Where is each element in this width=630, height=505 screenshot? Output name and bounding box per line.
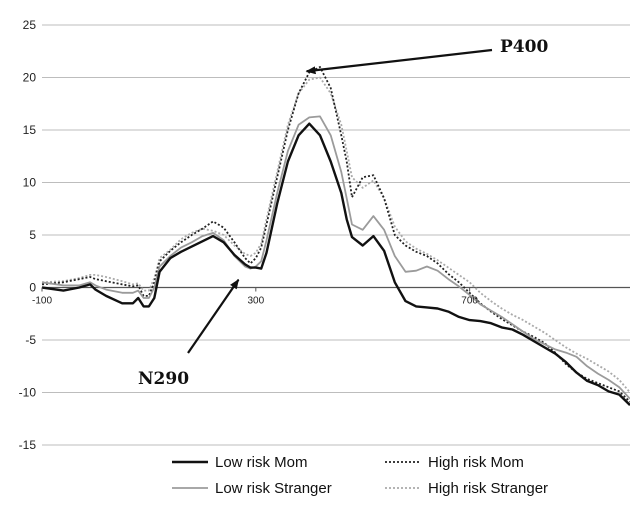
x-tick-label: 300 (247, 296, 264, 307)
y-tick-label: 15 (23, 123, 37, 137)
series-line-low-risk-stranger (41, 115, 630, 400)
n290-arrow (187, 278, 240, 354)
series-line-low-risk-mom (41, 122, 630, 406)
series-lines (41, 66, 630, 406)
p400-label: P400 (500, 37, 548, 57)
y-tick-labels: 25 20 15 10 5 0 -5 -10 -15 (19, 18, 37, 452)
legend-label: Low risk Mom (215, 454, 308, 471)
y-tick-label: -10 (19, 386, 37, 400)
y-tick-label: 10 (23, 176, 37, 190)
gridlines (42, 24, 630, 446)
y-tick-label: 25 (23, 18, 37, 32)
x-tick-labels: -100 300 700 (32, 287, 478, 307)
y-tick-label: 5 (29, 228, 36, 242)
legend-label: High risk Mom (428, 454, 524, 471)
legend: Low risk Mom Low risk Stranger High risk M… (172, 454, 548, 497)
legend-label: High risk Stranger (428, 480, 548, 497)
legend-label: Low risk Stranger (215, 480, 332, 497)
p400-arrow (305, 48, 493, 75)
x-tick-label: 700 (461, 296, 478, 307)
x-tick-label: -100 (32, 296, 52, 307)
y-tick-label: 0 (29, 281, 36, 295)
series-line-high-risk-mom (41, 66, 630, 403)
y-tick-label: -5 (25, 333, 36, 347)
annotations: P400 N290 (138, 37, 548, 389)
series-line-high-risk-stranger (41, 76, 630, 394)
y-tick-label: -15 (19, 438, 37, 452)
n290-label: N290 (138, 369, 189, 389)
y-tick-label: 20 (23, 71, 37, 85)
